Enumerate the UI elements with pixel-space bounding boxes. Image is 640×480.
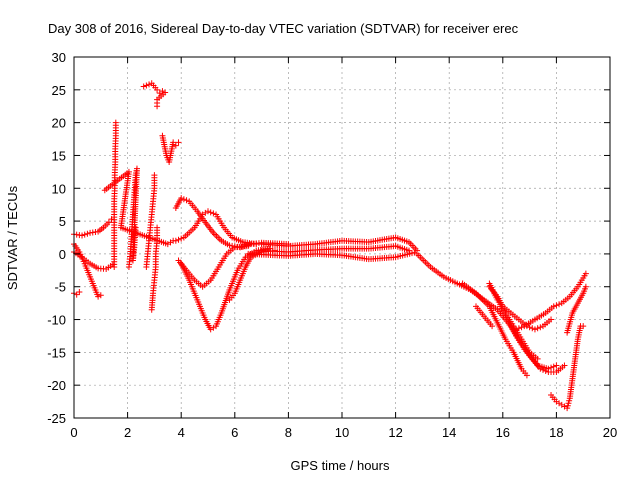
y-tick-label: 25 — [52, 83, 66, 98]
data-point-dawn-upper — [183, 197, 190, 204]
data-point-track-a — [79, 232, 86, 239]
x-axis-label: GPS time / hours — [291, 458, 390, 473]
data-point-spike-2.2 — [132, 224, 139, 231]
data-point-dusk-1 — [550, 363, 557, 370]
data-point-dawn-lower — [245, 243, 252, 250]
x-tick-label: 6 — [231, 425, 238, 440]
data-point-cluster-3.2 — [154, 86, 161, 93]
x-tick-label: 4 — [178, 425, 185, 440]
data-point-dusk-4 — [540, 366, 546, 373]
y-tick-label: 10 — [52, 181, 66, 196]
data-point-dusk-7 — [580, 323, 587, 330]
data-point-dusk-9 — [526, 324, 533, 331]
y-tick-label: -25 — [47, 411, 66, 426]
data-point-dusk-9 — [537, 324, 544, 331]
x-tick-label: 10 — [335, 425, 349, 440]
x-tick-label: 2 — [124, 425, 131, 440]
x-tick-label: 14 — [442, 425, 456, 440]
data-point-track-a — [84, 230, 91, 237]
data-point-cluster-3.5 — [175, 139, 182, 146]
data-points — [71, 80, 589, 412]
data-point-dawn-mid — [178, 235, 185, 242]
data-point-dawn-upper — [180, 196, 187, 203]
data-point-track-d — [76, 288, 83, 295]
data-point-dusk-6 — [518, 324, 525, 331]
data-point-dusk-4 — [542, 367, 549, 374]
data-point-day-band-3 — [411, 249, 418, 256]
data-point-dawn-mid — [205, 208, 211, 215]
y-tick-label: -5 — [54, 280, 66, 295]
data-point-dusk-9 — [534, 325, 541, 332]
data-point-dusk-6 — [553, 302, 560, 309]
chart-title: Day 308 of 2016, Sidereal Day-to-day VTE… — [48, 21, 519, 36]
data-point-spike-2.8 — [151, 172, 158, 179]
data-point-dawn-mid — [207, 209, 214, 216]
data-point-dusk-6 — [582, 270, 589, 277]
x-tick-label: 20 — [603, 425, 617, 440]
y-tick-label: 5 — [59, 214, 66, 229]
data-point-dusk-8 — [582, 283, 589, 290]
y-tick-label: 20 — [52, 116, 66, 131]
data-point-dawn-upper — [178, 195, 185, 202]
data-point-dusk-2 — [523, 372, 530, 379]
data-point-dawn-mid — [175, 236, 182, 243]
data-point-cluster-3.2 — [140, 83, 147, 90]
grid-lines — [74, 57, 610, 418]
data-point-dawn-mid — [253, 241, 260, 248]
data-point-dusk-5 — [489, 323, 496, 330]
data-point-dawn-mid — [210, 210, 217, 217]
y-tick-label: 15 — [52, 148, 66, 163]
data-point-cluster-3.2 — [159, 88, 166, 95]
data-point-dusk-9 — [523, 323, 530, 330]
x-tick-label: 12 — [388, 425, 402, 440]
y-tick-label: 30 — [52, 50, 66, 65]
data-point-dusk-6 — [556, 301, 563, 308]
x-tick-label: 16 — [496, 425, 510, 440]
data-point-track-a — [105, 219, 112, 226]
data-point-cluster-3.2 — [154, 103, 161, 110]
y-tick-label: 0 — [59, 247, 66, 262]
data-point-dusk-4 — [537, 365, 544, 372]
data-point-spike-3.0 — [154, 224, 161, 231]
data-point-track-d — [73, 291, 80, 298]
data-point-dusk-9 — [531, 326, 538, 333]
data-point-dusk-1 — [553, 362, 560, 369]
data-point-cluster-3.5 — [172, 142, 179, 149]
data-point-track-a — [81, 231, 88, 238]
x-tick-label: 18 — [549, 425, 563, 440]
data-point-dawn-mid — [172, 237, 179, 244]
data-point-dusk-9 — [529, 325, 536, 332]
data-point-cluster-3.2 — [146, 81, 153, 88]
data-point-dusk-6 — [550, 303, 557, 310]
x-tick-label: 0 — [70, 425, 77, 440]
data-point-dusk-3 — [534, 355, 541, 362]
data-point-dusk-6 — [513, 326, 520, 333]
y-tick-label: -20 — [47, 378, 66, 393]
y-tick-label: -10 — [47, 313, 66, 328]
data-point-track-b — [95, 293, 102, 300]
data-point-day-band-2 — [406, 247, 412, 254]
y-tick-label: -15 — [47, 345, 66, 360]
data-point-spike-1.5 — [112, 119, 119, 126]
data-point-cluster-3.2 — [143, 82, 150, 89]
y-axis-label: SDTVAR / TECUs — [5, 185, 20, 290]
data-point-dusk-4 — [561, 362, 568, 369]
axis-ticks: 0 2 4 6 8 10 12 14 16 18 20 -25 -20 -15 -10 -5 0 5 10 15 20 2… — [47, 50, 617, 440]
x-tick-label: 8 — [285, 425, 292, 440]
data-point-cluster-3.5 — [170, 139, 177, 146]
data-point-track-b — [97, 292, 104, 299]
data-point-dusk-6 — [515, 325, 522, 332]
data-point-dusk-9 — [548, 316, 555, 323]
